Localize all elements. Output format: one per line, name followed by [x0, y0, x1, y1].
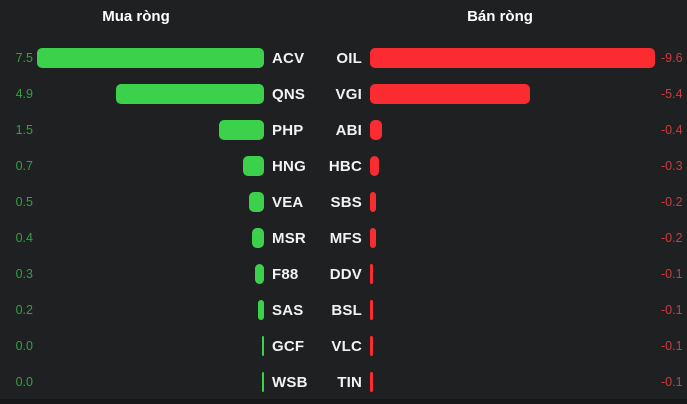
sell-bar-track [370, 336, 655, 356]
buy-ticker-label[interactable]: SAS [272, 301, 304, 319]
sell-ticker-label[interactable]: VLC [331, 337, 362, 355]
buy-value-label: 0.4 [15, 231, 33, 245]
buy-value-label: 0.3 [15, 267, 33, 281]
chart-row: 4.9 QNS VGI -5.4 [0, 76, 687, 112]
buy-ticker-label[interactable]: ACV [272, 49, 305, 67]
chart-row: 7.5 ACV OIL -9.6 [0, 40, 687, 76]
buy-bar-track [37, 300, 264, 320]
sell-bar[interactable] [370, 156, 379, 176]
chart-row: 0.7 HNG HBC -0.3 [0, 148, 687, 184]
buy-bar-track [37, 192, 264, 212]
buy-value-label: 7.5 [15, 51, 33, 65]
buy-bar[interactable] [219, 120, 264, 140]
buy-ticker-label[interactable]: PHP [272, 121, 304, 139]
sell-bar[interactable] [370, 336, 373, 356]
chart-rows: 7.5 ACV OIL -9.6 4.9 QNS VGI -5.4 1.5 PH… [0, 40, 687, 400]
sell-value-label: -0.1 [661, 267, 683, 281]
sell-value-label: -0.2 [661, 195, 683, 209]
buy-bar-track [37, 120, 264, 140]
chart-row: 0.0 WSB TIN -0.1 [0, 364, 687, 400]
chart-row: 0.2 SAS BSL -0.1 [0, 292, 687, 328]
sell-bar[interactable] [370, 300, 373, 320]
sell-ticker-label[interactable]: MFS [329, 229, 362, 247]
sell-value-label: -0.3 [661, 159, 683, 173]
buy-value-label: 0.0 [15, 375, 33, 389]
sell-value-label: -0.1 [661, 375, 683, 389]
buy-ticker-label[interactable]: F88 [272, 265, 299, 283]
buy-bar-track [37, 264, 264, 284]
sell-value-label: -0.2 [661, 231, 683, 245]
sell-value-label: -0.1 [661, 339, 683, 353]
buy-bar[interactable] [258, 300, 264, 320]
buy-bar-track [37, 336, 264, 356]
sell-value-label: -9.6 [661, 51, 683, 65]
chart-row: 0.5 VEA SBS -0.2 [0, 184, 687, 220]
sell-ticker-label[interactable]: ABI [335, 121, 362, 139]
sell-bar-track [370, 228, 655, 248]
buy-bar-track [37, 48, 264, 68]
buy-ticker-label[interactable]: GCF [272, 337, 305, 355]
sell-ticker-label[interactable]: DDV [329, 265, 362, 283]
sell-bar-track [370, 300, 655, 320]
sell-bar-track [370, 84, 655, 104]
buy-value-label: 0.0 [15, 339, 33, 353]
sell-bar[interactable] [370, 48, 655, 68]
buy-value-label: 1.5 [15, 123, 33, 137]
sell-bar-track [370, 192, 655, 212]
sell-bar[interactable] [370, 228, 376, 248]
buy-value-label: 0.5 [15, 195, 33, 209]
buy-bar[interactable] [249, 192, 264, 212]
sell-chart-title: Bán ròng [467, 8, 533, 25]
chart-row: 0.4 MSR MFS -0.2 [0, 220, 687, 256]
sell-bar[interactable] [370, 120, 382, 140]
buy-ticker-label[interactable]: WSB [272, 373, 308, 391]
buy-bar[interactable] [262, 372, 264, 392]
sell-bar[interactable] [370, 264, 373, 284]
sell-bar-track [370, 264, 655, 284]
buy-chart-title: Mua ròng [102, 8, 170, 25]
buy-value-label: 0.2 [15, 303, 33, 317]
buy-ticker-label[interactable]: MSR [272, 229, 306, 247]
buy-bar[interactable] [243, 156, 264, 176]
sell-bar-track [370, 156, 655, 176]
sell-value-label: -5.4 [661, 87, 683, 101]
sell-ticker-label[interactable]: HBC [328, 157, 362, 175]
sell-bar-track [370, 120, 655, 140]
sell-bar-track [370, 372, 655, 392]
chart-row: 0.3 F88 DDV -0.1 [0, 256, 687, 292]
sell-value-label: -0.4 [661, 123, 683, 137]
buy-bar-track [37, 156, 264, 176]
buy-bar[interactable] [262, 336, 264, 356]
buy-bar[interactable] [255, 264, 264, 284]
chart-row: 1.5 PHP ABI -0.4 [0, 112, 687, 148]
sell-ticker-label[interactable]: BSL [331, 301, 362, 319]
sell-bar[interactable] [370, 84, 530, 104]
sell-value-label: -0.1 [661, 303, 683, 317]
buy-value-label: 4.9 [15, 87, 33, 101]
buy-ticker-label[interactable]: HNG [272, 157, 306, 175]
buy-bar[interactable] [116, 84, 264, 104]
buy-bar-track [37, 228, 264, 248]
sell-bar-track [370, 48, 655, 68]
buy-ticker-label[interactable]: VEA [272, 193, 304, 211]
sell-bar[interactable] [370, 372, 373, 392]
buy-bar-track [37, 372, 264, 392]
sell-bar[interactable] [370, 192, 376, 212]
buy-value-label: 0.7 [15, 159, 33, 173]
bottom-panel-edge [0, 399, 687, 404]
sell-ticker-label[interactable]: VGI [335, 85, 362, 103]
buy-bar-track [37, 84, 264, 104]
buy-ticker-label[interactable]: QNS [272, 85, 306, 103]
sell-ticker-label[interactable]: TIN [337, 373, 362, 391]
buy-bar[interactable] [37, 48, 264, 68]
sell-ticker-label[interactable]: SBS [330, 193, 362, 211]
sell-ticker-label[interactable]: OIL [336, 49, 362, 67]
buy-bar[interactable] [252, 228, 264, 248]
chart-row: 0.0 GCF VLC -0.1 [0, 328, 687, 364]
